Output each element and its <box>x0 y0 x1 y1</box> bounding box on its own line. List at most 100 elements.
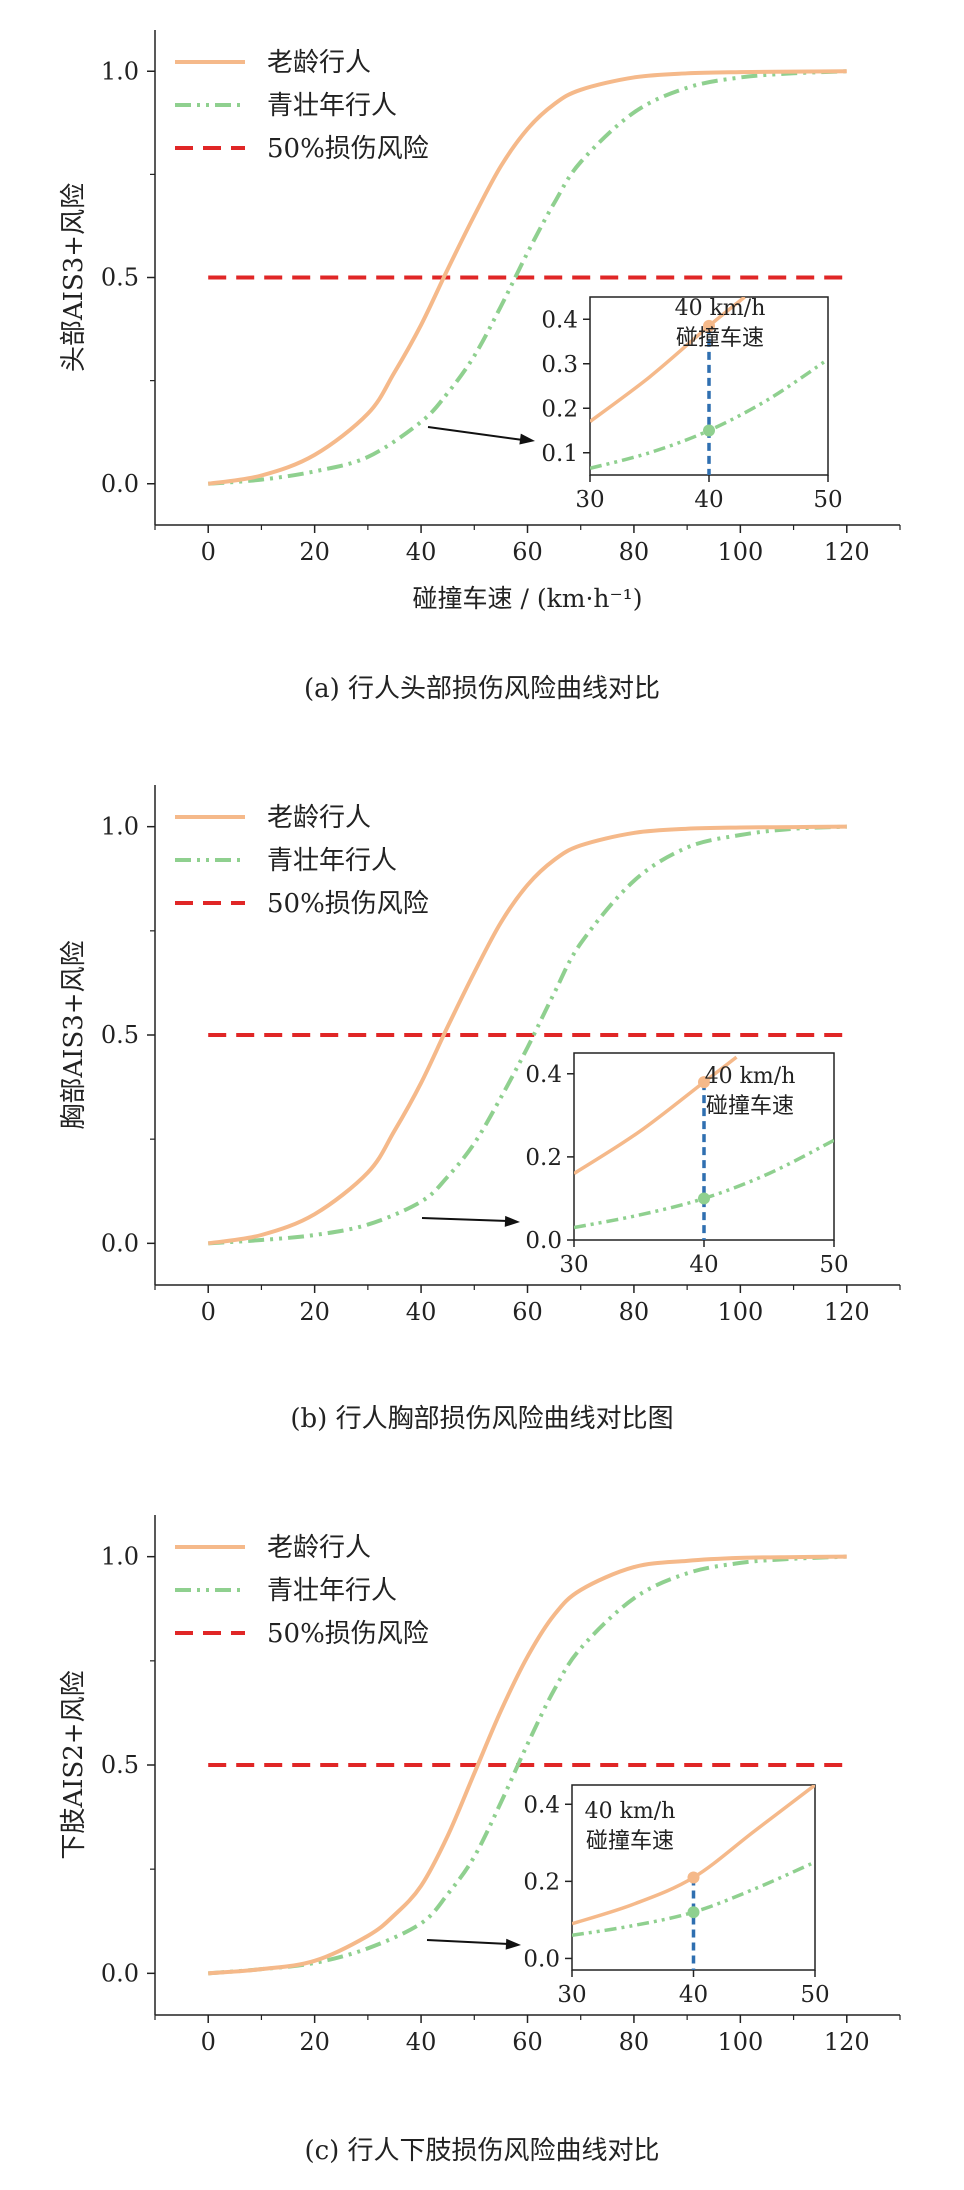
series-elderly-line <box>207 69 847 486</box>
inset-elderly-line <box>574 1055 738 1175</box>
inset-speed-caption: 碰撞车速 <box>586 1829 674 1854</box>
x-tick-label: 0 <box>201 2028 216 2056</box>
x-tick-label: 0 <box>201 538 216 566</box>
inset-speed-label: 40 km/h <box>585 1799 676 1824</box>
x-tick-label: 20 <box>299 1298 330 1326</box>
x-tick-label: 100 <box>717 1298 763 1326</box>
zoom-arrow-line <box>427 426 524 441</box>
y-tick-label: 1.0 <box>101 1543 139 1571</box>
inset-panel: 30 40 50 0.0 0.2 0.4 40 km/h 碰撞车速 <box>523 1784 830 2008</box>
inset-x-tick-label: 50 <box>813 487 842 513</box>
caption-a: (a) 行人头部损伤风险曲线对比 <box>303 674 661 704</box>
legend-threshold-label: 50%损伤风险 <box>267 134 429 164</box>
x-tick-label: 20 <box>299 2028 330 2056</box>
x-tick-label: 0 <box>201 1298 216 1326</box>
y-tick-label: 0.5 <box>101 1021 139 1049</box>
inset-elderly-point <box>698 1076 710 1089</box>
x-tick-label: 60 <box>512 538 543 566</box>
y-tick-label: 0.5 <box>101 264 139 292</box>
inset-x-tick-label: 40 <box>679 1982 708 2008</box>
legend-elderly-label: 老龄行人 <box>267 803 371 833</box>
x-tick-label: 120 <box>824 1298 870 1326</box>
inset-x-tick-label: 50 <box>800 1982 829 2008</box>
x-tick-label: 60 <box>512 2028 543 2056</box>
x-axis-label: 碰撞车速 / (km·h⁻¹) <box>413 584 643 613</box>
legend-elderly-label: 老龄行人 <box>267 1533 371 1563</box>
series-young-line <box>208 824 847 1246</box>
chart-panel-c: 0 20 40 60 80 100 120 0.0 0.5 1.0 下肢AIS2+风险 老龄行人青壮年… <box>59 1515 901 2056</box>
y-axis-label: 头部AIS3+风险 <box>59 183 89 372</box>
x-tick-label: 120 <box>824 2028 870 2056</box>
x-tick-label: 40 <box>406 538 437 566</box>
inset-x-tick-label: 40 <box>689 1252 718 1278</box>
x-tick-label: 100 <box>717 538 763 566</box>
inset-young-point <box>698 1192 710 1205</box>
inset-x-tick-label: 30 <box>557 1982 586 2008</box>
series-elderly-line <box>207 824 847 1246</box>
series-young-line <box>208 69 847 486</box>
zoom-arrow-line <box>426 1939 510 1945</box>
inset-y-tick-label: 0.2 <box>525 1145 562 1171</box>
y-tick-label: 1.0 <box>101 813 139 841</box>
inset-panel: 30 40 50 0.0 0.2 0.4 40 km/h 碰撞车速 <box>525 1052 849 1278</box>
y-tick-label: 0.0 <box>101 1229 139 1257</box>
legend-young-label: 青壮年行人 <box>267 91 397 121</box>
inset-elderly-point <box>703 319 715 332</box>
inset-y-tick-label: 0.4 <box>523 1792 560 1818</box>
series-elderly-line <box>208 1554 847 1976</box>
inset-speed-label: 40 km/h <box>705 1064 796 1089</box>
y-tick-label: 0.0 <box>101 1959 139 1987</box>
x-tick-label: 40 <box>406 2028 437 2056</box>
inset-young-point <box>703 424 715 437</box>
inset-y-tick-label: 0.0 <box>523 1946 560 1972</box>
legend-threshold-label: 50%损伤风险 <box>267 1619 429 1649</box>
inset-x-tick-label: 40 <box>694 487 723 513</box>
legend-elderly-label: 老龄行人 <box>267 48 371 78</box>
legend-young-label: 青壮年行人 <box>267 1576 397 1606</box>
inset-x-tick-label: 50 <box>819 1252 848 1278</box>
inset-y-tick-label: 0.2 <box>541 396 578 422</box>
caption-c: (c) 行人下肢损伤风险曲线对比 <box>304 2136 660 2166</box>
x-tick-label: 80 <box>619 1298 650 1326</box>
inset-x-tick-label: 30 <box>575 487 604 513</box>
inset-speed-caption: 碰撞车速 <box>706 1094 794 1119</box>
inset-speed-caption: 碰撞车速 <box>676 326 764 351</box>
inset-young-line <box>572 1860 815 1938</box>
inset-young-point <box>687 1906 700 1919</box>
zoom-arrow-head <box>505 1938 521 1950</box>
zoom-arrow-head <box>519 433 535 445</box>
inset-elderly-line <box>590 297 746 424</box>
zoom-arrow-head <box>504 1215 520 1227</box>
y-axis-label: 下肢AIS2+风险 <box>59 1670 89 1859</box>
inset-speed-label: 40 km/h <box>675 296 766 321</box>
inset-elderly-point <box>687 1871 700 1884</box>
legend-threshold-label: 50%损伤风险 <box>267 889 429 919</box>
x-tick-label: 80 <box>619 538 650 566</box>
chart-panel-b: 0 20 40 60 80 100 120 0.0 0.5 1.0 胸部AIS3+风险 老龄行人青壮年… <box>59 785 901 1326</box>
caption-b: (b) 行人胸部损伤风险曲线对比图 <box>290 1404 674 1434</box>
x-tick-label: 100 <box>717 2028 763 2056</box>
y-tick-label: 1.0 <box>101 57 139 85</box>
inset-y-tick-label: 0.1 <box>541 441 578 467</box>
inset-y-tick-label: 0.3 <box>541 352 578 378</box>
y-tick-label: 0.5 <box>101 1751 139 1779</box>
y-axis-label: 胸部AIS3+风险 <box>59 940 89 1129</box>
inset-x-tick-label: 30 <box>559 1252 588 1278</box>
x-tick-label: 60 <box>512 1298 543 1326</box>
x-tick-label: 80 <box>619 2028 650 2056</box>
inset-y-tick-label: 0.0 <box>525 1228 562 1254</box>
inset-panel: 30 40 50 0.1 0.2 0.3 0.4 40 km/h 碰撞车速 <box>541 296 842 513</box>
inset-y-tick-label: 0.4 <box>541 307 578 333</box>
inset-y-tick-label: 0.2 <box>523 1869 560 1895</box>
zoom-arrow-line <box>421 1217 509 1222</box>
inset-y-tick-label: 0.4 <box>525 1062 562 1088</box>
x-tick-label: 20 <box>299 538 330 566</box>
series-young-line <box>208 1554 847 1976</box>
y-tick-label: 0.0 <box>101 470 139 498</box>
legend-young-label: 青壮年行人 <box>267 846 397 876</box>
x-tick-label: 120 <box>824 538 870 566</box>
x-tick-label: 40 <box>406 1298 437 1326</box>
